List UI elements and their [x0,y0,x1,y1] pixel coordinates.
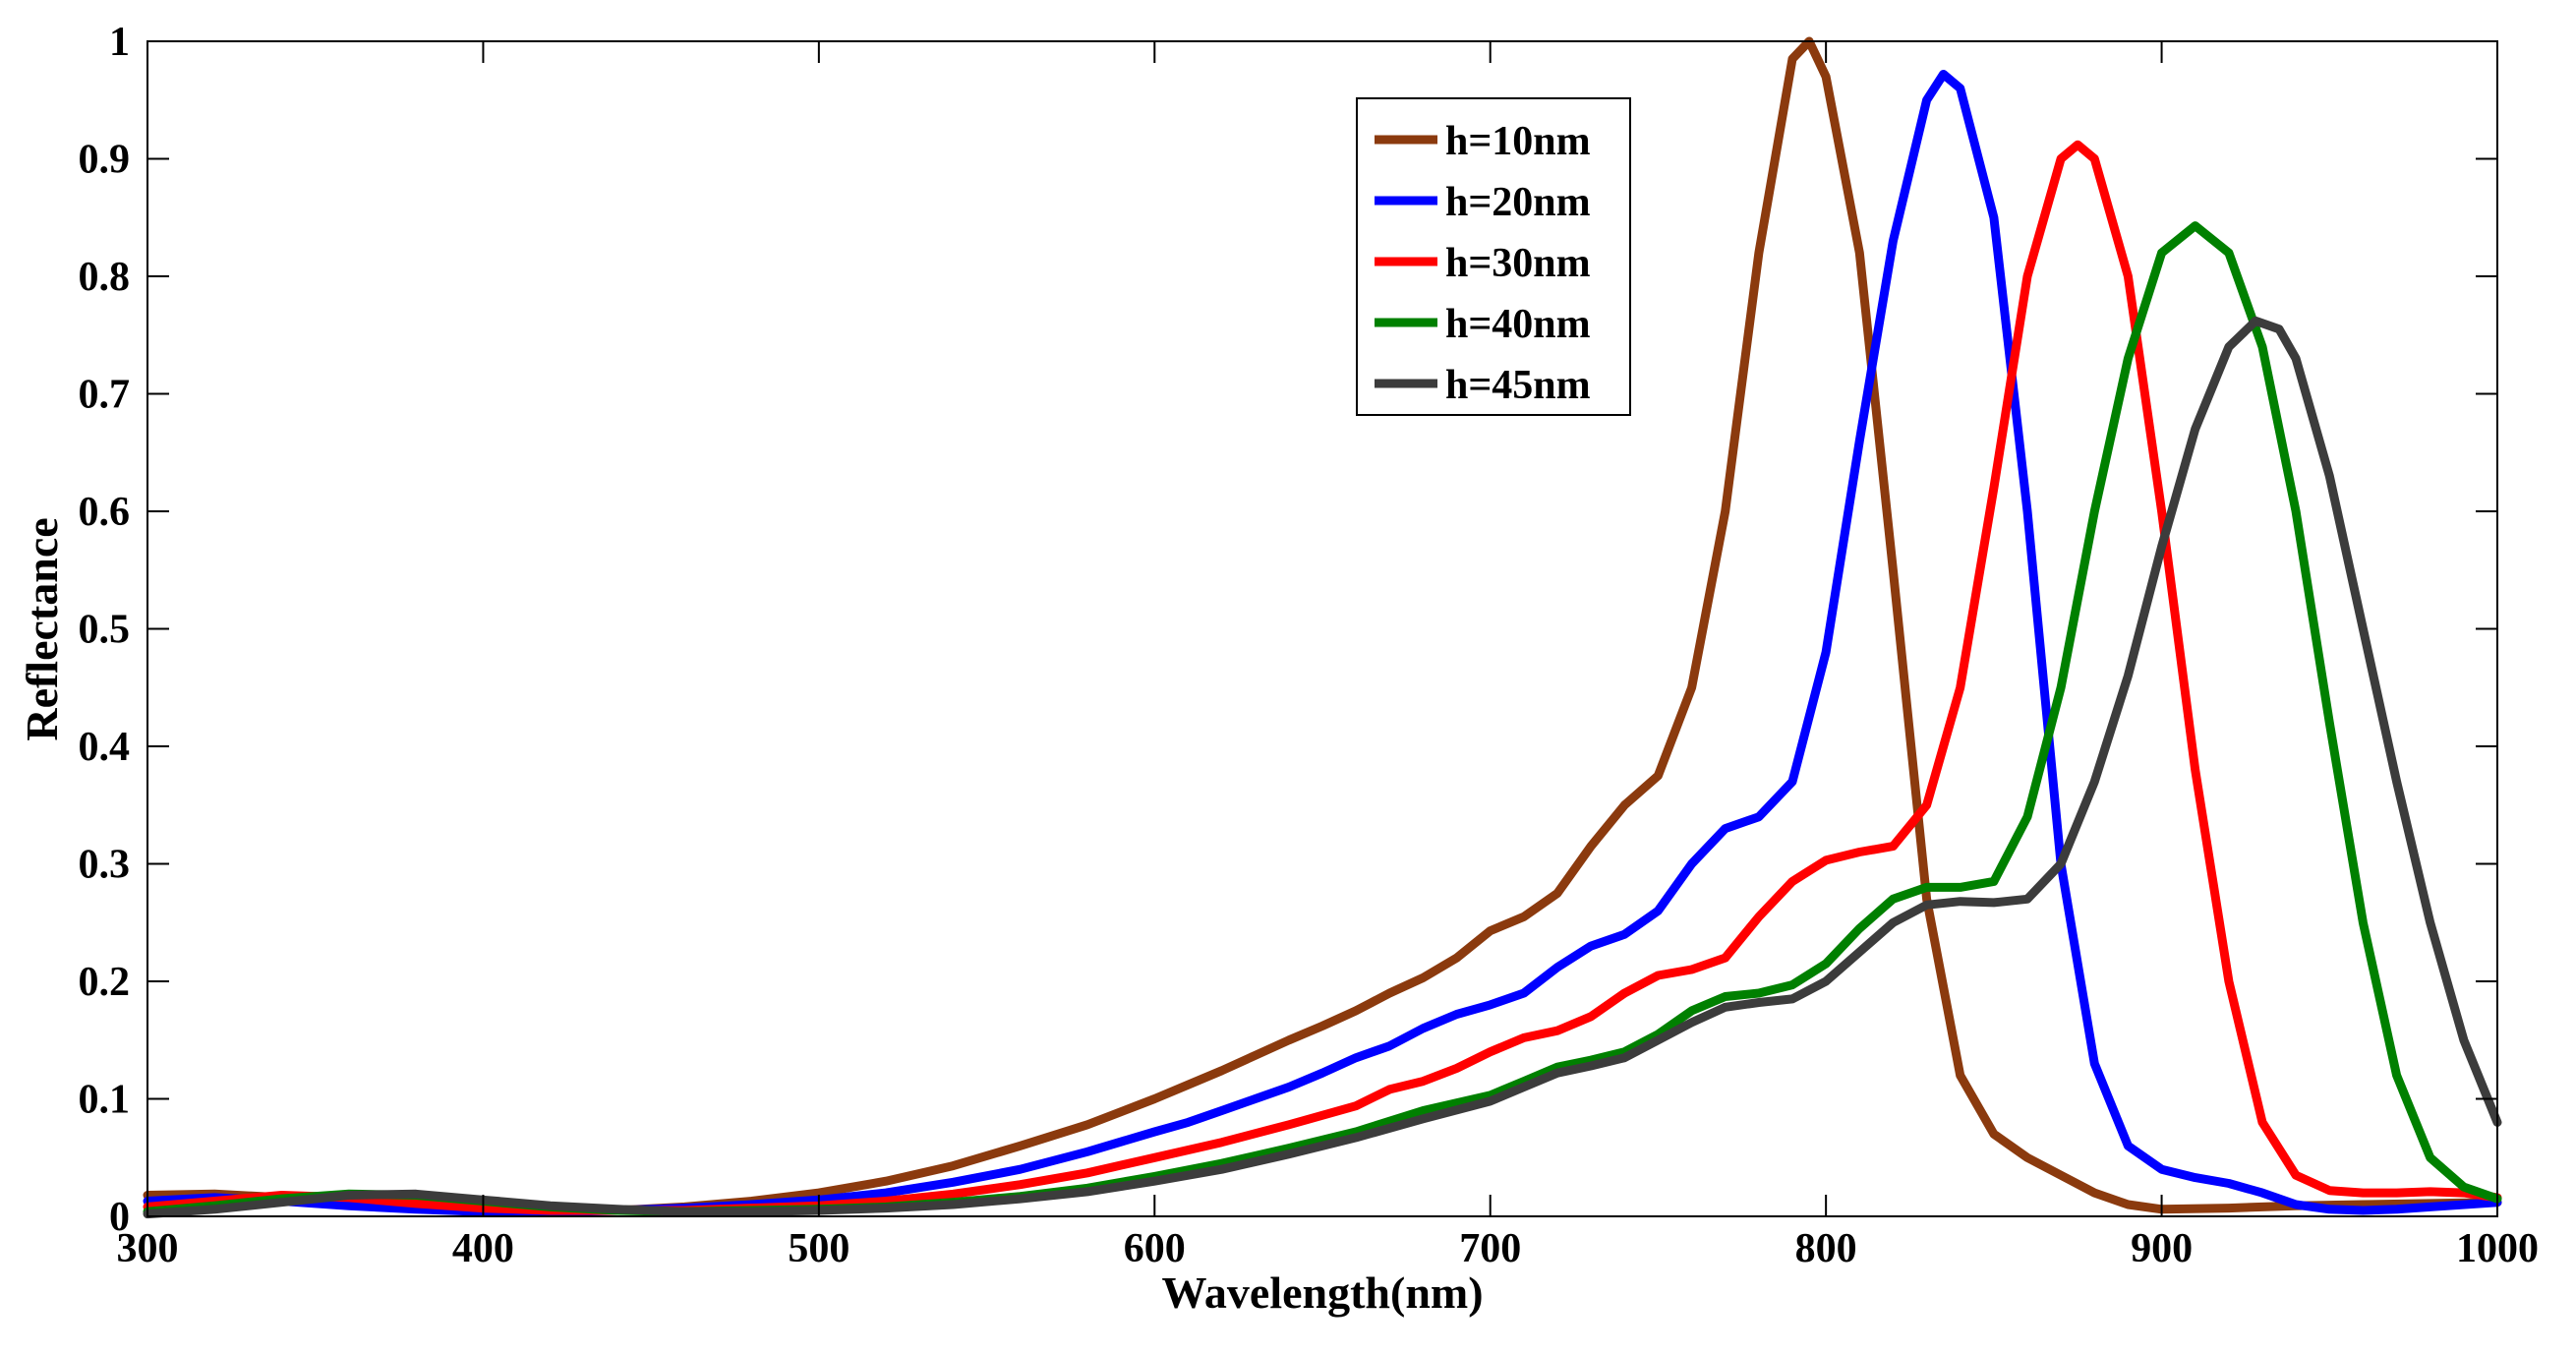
series-layer [143,36,2502,1219]
x-tick-label: 700 [1459,1226,1521,1271]
y-tick-label: 0 [109,1195,130,1240]
plot-background [147,41,2497,1216]
legend-label-5: h=45nm [1445,363,1591,408]
y-tick-label: 0.2 [79,960,131,1005]
x-tick-label: 800 [1795,1226,1857,1271]
plot-frame [146,40,2498,1217]
legend-label-2: h=20nm [1445,180,1591,225]
y-tick-label: 0.5 [79,608,131,653]
x-tick-label: 1000 [2456,1226,2539,1271]
legend-label-4: h=40nm [1445,302,1591,347]
legend: h=10nm h=20nm h=30nm h=40nm h=45nm [1356,97,1631,416]
y-tick-label: 1 [109,20,130,65]
y-axis-title: Reflectance [17,517,67,740]
x-axis-title: Wavelength(nm) [1161,1267,1483,1318]
x-tick-label: 500 [788,1226,849,1271]
y-tick-label: 0.7 [79,373,131,418]
x-tick-label: 600 [1124,1226,1186,1271]
x-tick-label: 300 [117,1226,179,1271]
legend-label-3: h=30nm [1445,241,1591,286]
legend-box [1356,97,1631,416]
y-tick-labels: 0 0.1 0.2 0.3 0.4 0.5 0.6 0.7 0.8 0.9 1 [79,20,131,1240]
x-tick-label: 400 [452,1226,514,1271]
y-tick-label: 0.9 [79,138,131,183]
y-tick-label: 0.8 [79,255,131,300]
x-tick-labels: 300 400 500 600 700 800 900 1000 [117,1226,2540,1271]
y-tick-label: 0.3 [79,843,131,888]
y-tick-label: 0.6 [79,490,131,535]
series-line-5 [143,316,2502,1219]
y-tick-label: 0.1 [79,1078,131,1123]
x-tick-label: 900 [2131,1226,2193,1271]
y-tick-label: 0.4 [79,725,131,770]
legend-label-1: h=10nm [1445,119,1591,164]
